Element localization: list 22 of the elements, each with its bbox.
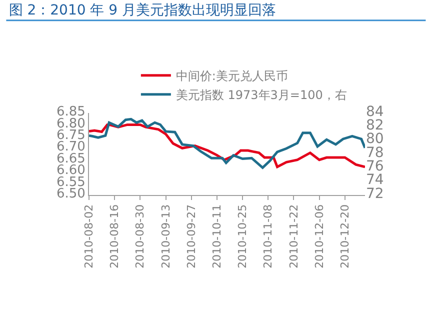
x-tick-label: 2010-08-02 [82, 204, 96, 268]
y2-tick-label: 78 [366, 144, 384, 161]
x-tick-label: 2010-08-16 [108, 204, 122, 268]
legend-label: 美元指数 1973年3月=100，右 [176, 88, 347, 102]
chart-title: 图 2：2010 年 9 月美元指数出现明显回落 [8, 2, 276, 19]
x-tick-label: 2010-10-25 [236, 204, 250, 268]
x-tick-label: 2010-12-20 [338, 204, 352, 268]
x-tick-label: 2010-11-22 [287, 204, 300, 268]
x-tick-label: 2010-08-30 [134, 204, 147, 268]
y2-tick-label: 74 [366, 172, 384, 188]
x-tick-label: 2010-10-11 [210, 204, 224, 268]
x-tick-label: 2010-11-08 [262, 204, 275, 268]
x-tick-label: 2010-12-06 [312, 204, 326, 268]
legend-label: 中间价:美元兑人民币 [176, 69, 288, 84]
y-tick-label: 6.50 [56, 186, 86, 202]
x-tick-label: 2010-09-13 [159, 204, 172, 268]
y2-tick-label: 72 [366, 186, 384, 202]
y2-tick-label: 76 [366, 158, 384, 175]
y2-tick-label: 84 [366, 104, 384, 120]
x-tick-label: 2010-09-27 [184, 204, 198, 268]
y2-tick-label: 80 [366, 131, 384, 148]
y2-tick-label: 82 [366, 118, 384, 134]
